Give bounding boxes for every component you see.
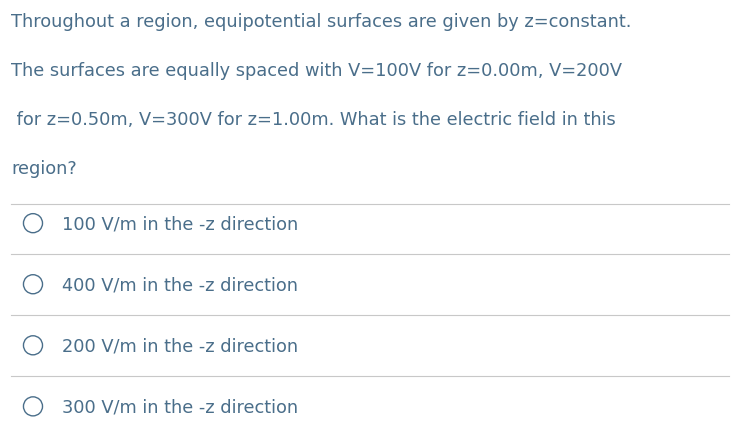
Text: 200 V/m in the -z direction: 200 V/m in the -z direction — [62, 337, 298, 354]
Text: region?: region? — [11, 160, 77, 178]
Text: 300 V/m in the -z direction: 300 V/m in the -z direction — [62, 397, 298, 415]
Text: The surfaces are equally spaced with V=100V for z=0.00m, V=200V: The surfaces are equally spaced with V=1… — [11, 62, 622, 80]
Text: 400 V/m in the -z direction: 400 V/m in the -z direction — [62, 276, 298, 294]
Text: for z=0.50m, V=300V for z=1.00m. What is the electric field in this: for z=0.50m, V=300V for z=1.00m. What is… — [11, 111, 616, 129]
Text: 100 V/m in the -z direction: 100 V/m in the -z direction — [62, 215, 298, 233]
Text: Throughout a region, equipotential surfaces are given by z=constant.: Throughout a region, equipotential surfa… — [11, 13, 631, 31]
